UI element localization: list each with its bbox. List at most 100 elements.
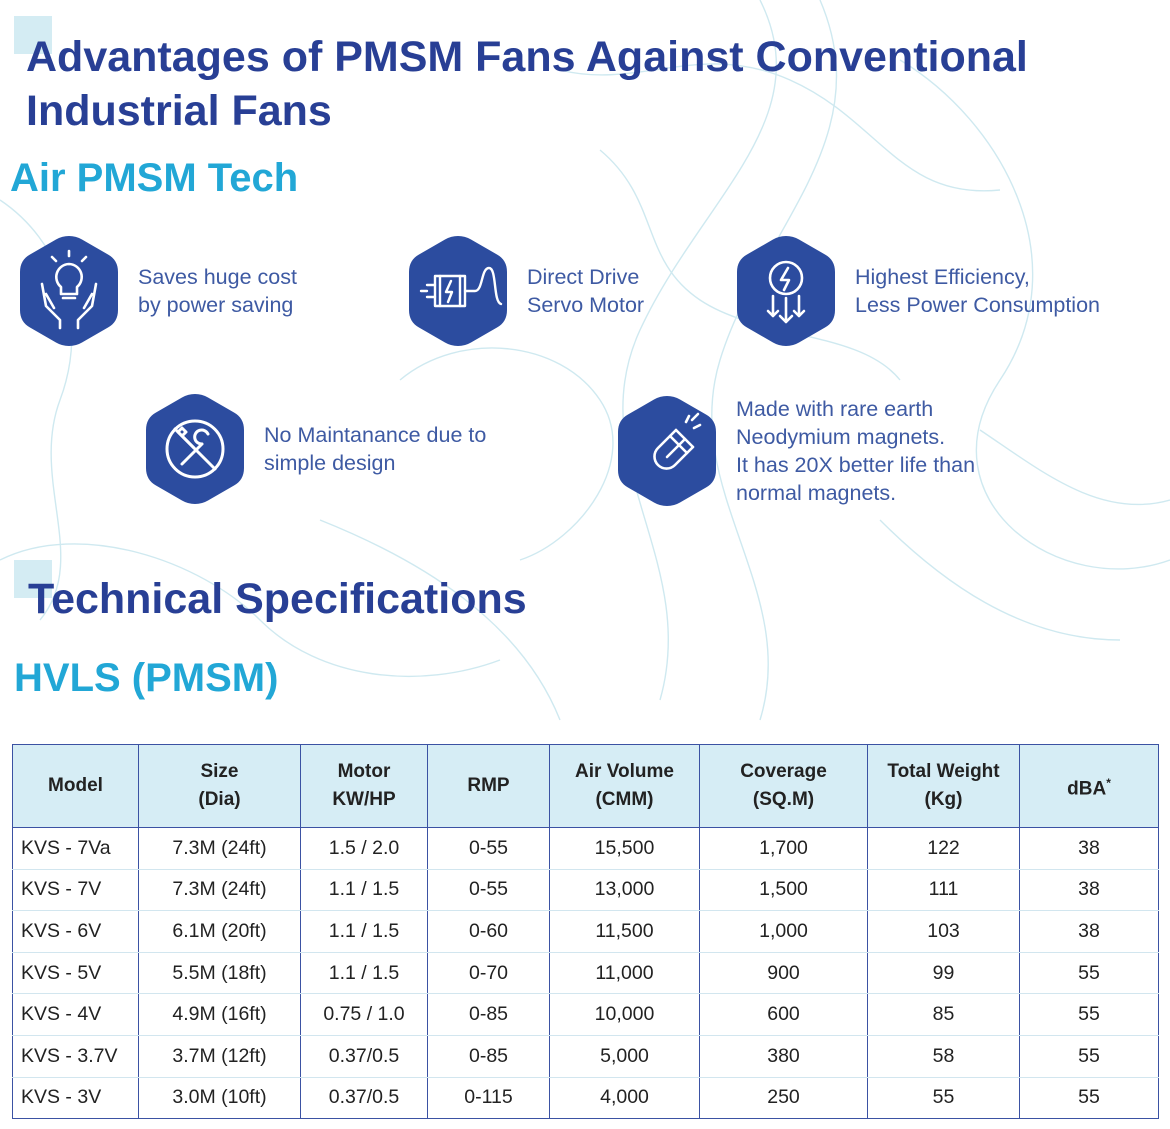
feature-efficiency: Highest Efficiency, Less Power Consumpti…	[733, 232, 1100, 350]
cell-model: KVS - 5V	[12, 952, 139, 995]
cell-total-weight: 99	[867, 952, 1020, 995]
cell-size: 7.3M (24ft)	[138, 827, 301, 870]
cell-total-weight: 85	[867, 993, 1020, 1036]
cell-motor: 0.75 / 1.0	[300, 993, 428, 1036]
cell-total-weight: 103	[867, 910, 1020, 953]
feature-line: It has 20X better life than	[736, 453, 976, 477]
cell-rmp: 0-55	[427, 827, 550, 870]
cell-dba: 55	[1019, 952, 1159, 995]
cell-rmp: 0-55	[427, 869, 550, 912]
feature-text: Made with rare earth Neodymium magnets. …	[736, 395, 975, 507]
cell-rmp: 0-85	[427, 1035, 550, 1078]
cell-air-volume: 15,500	[549, 827, 700, 870]
table-header-row: Model Size (Dia) Motor KW/HP RMP Air Volum…	[12, 744, 1159, 828]
spec-title: Technical Specifications	[28, 575, 527, 623]
feature-direct-drive: Direct Drive Servo Motor	[405, 232, 644, 350]
column-header-coverage: Coverage (SQ.M)	[699, 744, 868, 828]
feature-line: Direct Drive	[527, 265, 640, 289]
feature-line: Highest Efficiency,	[855, 265, 1030, 289]
cell-motor: 0.37/0.5	[300, 1035, 428, 1078]
cell-size: 3.0M (10ft)	[138, 1077, 301, 1120]
cell-dba: 55	[1019, 1077, 1159, 1120]
cell-air-volume: 11,000	[549, 952, 700, 995]
cell-total-weight: 122	[867, 827, 1020, 870]
column-header-total-weight: Total Weight (Kg)	[867, 744, 1020, 828]
cell-motor: 1.5 / 2.0	[300, 827, 428, 870]
table-row: KVS - 6V 6.1M (20ft) 1.1 / 1.5 0-60 11,500 1,…	[12, 910, 1159, 953]
feature-magnets: Made with rare earth Neodymium magnets. …	[614, 392, 975, 510]
cell-size: 7.3M (24ft)	[138, 869, 301, 912]
feature-no-maintenance: No Maintanance due to simple design	[142, 390, 486, 508]
feature-line: simple design	[264, 451, 396, 475]
cell-motor: 0.37/0.5	[300, 1077, 428, 1120]
column-header-size: Size (Dia)	[138, 744, 301, 828]
cell-dba: 38	[1019, 910, 1159, 953]
cell-size: 3.7M (12ft)	[138, 1035, 301, 1078]
cell-motor: 1.1 / 1.5	[300, 869, 428, 912]
spec-table-body: KVS - 7Va 7.3M (24ft) 1.5 / 2.0 0-55 15,500 1…	[12, 827, 1159, 1120]
cell-coverage: 600	[699, 993, 868, 1036]
column-header-dba: dBA*	[1019, 744, 1159, 828]
cell-motor: 1.1 / 1.5	[300, 952, 428, 995]
cell-size: 5.5M (18ft)	[138, 952, 301, 995]
cell-total-weight: 58	[867, 1035, 1020, 1078]
cell-model: KVS - 3.7V	[12, 1035, 139, 1078]
efficiency-bolt-icon	[737, 236, 835, 346]
cell-size: 4.9M (16ft)	[138, 993, 301, 1036]
cell-coverage: 1,000	[699, 910, 868, 953]
cell-dba: 55	[1019, 1035, 1159, 1078]
feature-line: Neodymium magnets.	[736, 425, 946, 449]
cell-model: KVS - 7V	[12, 869, 139, 912]
cell-rmp: 0-60	[427, 910, 550, 953]
no-tools-icon	[146, 394, 244, 504]
cell-model: KVS - 6V	[12, 910, 139, 953]
column-header-model: Model	[12, 744, 139, 828]
cell-dba: 38	[1019, 869, 1159, 912]
section-subtitle: Air PMSM Tech	[10, 156, 299, 200]
feature-power-saving: Saves huge cost by power saving	[16, 232, 297, 350]
table-row: KVS - 3V 3.0M (10ft) 0.37/0.5 0-115 4,000 250…	[12, 1077, 1159, 1120]
feature-line: normal magnets.	[736, 481, 897, 505]
cell-size: 6.1M (20ft)	[138, 910, 301, 953]
cell-dba: 55	[1019, 993, 1159, 1036]
table-row: KVS - 7V 7.3M (24ft) 1.1 / 1.5 0-55 13,000 1,…	[12, 869, 1159, 912]
table-row: KVS - 4V 4.9M (16ft) 0.75 / 1.0 0-85 10,000 6…	[12, 993, 1159, 1036]
column-header-rmp: RMP	[427, 744, 550, 828]
magnet-icon	[618, 396, 716, 506]
cell-coverage: 900	[699, 952, 868, 995]
table-row: KVS - 5V 5.5M (18ft) 1.1 / 1.5 0-70 11,000 90…	[12, 952, 1159, 995]
cell-rmp: 0-115	[427, 1077, 550, 1120]
table-row: KVS - 3.7V 3.7M (12ft) 0.37/0.5 0-85 5,000 38…	[12, 1035, 1159, 1078]
spec-accent-square	[14, 560, 52, 598]
cell-air-volume: 10,000	[549, 993, 700, 1036]
spec-subtitle: HVLS (PMSM)	[14, 656, 279, 700]
cell-air-volume: 4,000	[549, 1077, 700, 1120]
feature-line: Servo Motor	[527, 293, 645, 317]
cell-coverage: 1,700	[699, 827, 868, 870]
feature-text: Direct Drive Servo Motor	[527, 263, 644, 319]
cell-total-weight: 55	[867, 1077, 1020, 1120]
cell-air-volume: 13,000	[549, 869, 700, 912]
cell-air-volume: 5,000	[549, 1035, 700, 1078]
cell-coverage: 250	[699, 1077, 868, 1120]
column-header-motor: Motor KW/HP	[300, 744, 428, 828]
cell-rmp: 0-85	[427, 993, 550, 1036]
cell-air-volume: 11,500	[549, 910, 700, 953]
feature-line: Less Power Consumption	[855, 293, 1100, 317]
cell-coverage: 1,500	[699, 869, 868, 912]
lightbulb-hands-icon	[20, 236, 118, 346]
spec-table: Model Size (Dia) Motor KW/HP RMP Air Volum…	[12, 744, 1159, 1120]
cell-model: KVS - 4V	[12, 993, 139, 1036]
feature-text: Highest Efficiency, Less Power Consumpti…	[855, 263, 1100, 319]
title-accent-square	[14, 16, 52, 54]
table-row: KVS - 7Va 7.3M (24ft) 1.5 / 2.0 0-55 15,500 1…	[12, 827, 1159, 870]
column-header-air-volume: Air Volume (CMM)	[549, 744, 700, 828]
feature-line: by power saving	[138, 293, 294, 317]
cell-rmp: 0-70	[427, 952, 550, 995]
cell-coverage: 380	[699, 1035, 868, 1078]
cell-model: KVS - 7Va	[12, 827, 139, 870]
cell-motor: 1.1 / 1.5	[300, 910, 428, 953]
servo-motor-icon	[409, 236, 507, 346]
cell-total-weight: 111	[867, 869, 1020, 912]
